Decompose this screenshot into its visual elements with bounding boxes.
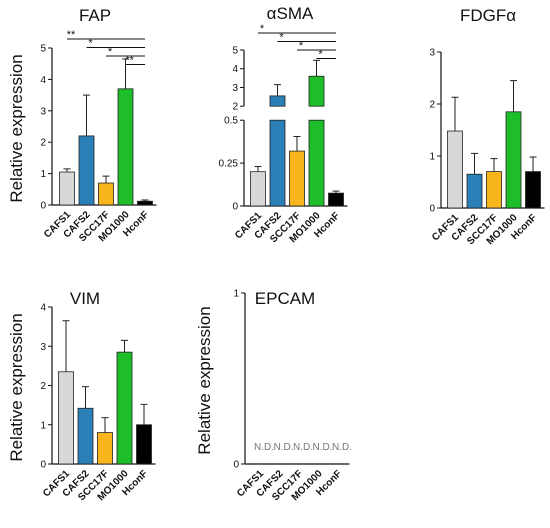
bar (269, 119, 286, 207)
chart-title: FDGFα (460, 6, 516, 25)
y-tick-label: 2 (40, 138, 46, 149)
bar (289, 150, 305, 207)
bar (269, 95, 286, 107)
bar (308, 75, 325, 107)
value-label: N.D. (274, 442, 294, 453)
bar (77, 407, 94, 465)
y-axis-label: Relative expression (7, 313, 26, 461)
bar (486, 171, 502, 209)
y-tick-label: 3 (40, 106, 46, 117)
bar (97, 432, 113, 465)
y-tick-label: 1 (429, 152, 435, 163)
significance-label: ** (67, 29, 76, 41)
bar (328, 192, 344, 207)
y-tick-label: 0 (233, 460, 239, 471)
bar (466, 173, 483, 209)
significance-label: ** (125, 55, 134, 67)
y-tick-label: 1 (40, 420, 46, 431)
bar (136, 424, 152, 465)
y-tick-label: 4 (232, 64, 238, 75)
y-tick-label: 1 (40, 169, 46, 180)
bar (116, 351, 133, 465)
value-label: N.D. (254, 442, 274, 453)
chart-title: αSMA (267, 4, 314, 23)
y-tick-label: 0.5 (224, 116, 238, 127)
y-tick-label: 0.25 (219, 159, 239, 170)
axis-break-gap (245, 107, 349, 120)
y-tick-label: 4 (40, 75, 46, 86)
bar (525, 171, 541, 209)
y-tick-label: 1 (233, 289, 239, 300)
y-tick-label: 0 (40, 460, 46, 471)
significance-label: * (299, 40, 304, 52)
y-tick-label: 3 (429, 48, 435, 59)
bar (117, 88, 134, 206)
significance-label: * (108, 46, 113, 58)
value-label: N.D. (293, 442, 313, 453)
significance-label: * (260, 23, 265, 35)
y-axis-label: Relative expression (195, 306, 214, 454)
bar (59, 171, 75, 206)
value-label: N.D. (332, 442, 352, 453)
y-tick-label: 4 (40, 303, 46, 314)
y-tick-label: 2 (429, 100, 435, 111)
y-tick-label: 0 (40, 201, 46, 212)
chart-title: EPCAM (255, 289, 315, 308)
significance-label: * (88, 38, 93, 50)
value-label: N.D. (313, 442, 333, 453)
y-tick-label: 5 (232, 46, 238, 57)
y-tick-label: 3 (40, 342, 46, 353)
y-tick-label: 2 (40, 381, 46, 392)
y-tick-label: 3 (232, 83, 238, 94)
bar (250, 171, 266, 207)
bar (58, 371, 74, 465)
bar (308, 119, 325, 207)
bar (98, 182, 114, 206)
y-axis-label: Relative expression (7, 54, 26, 202)
bar (505, 111, 522, 209)
chart-title: FAP (79, 6, 111, 25)
y-tick-label: 2 (232, 102, 238, 113)
significance-label: * (318, 49, 323, 61)
bar (78, 135, 95, 206)
y-tick-label: 0 (232, 202, 238, 213)
y-tick-label: 5 (40, 44, 46, 55)
bar (447, 130, 463, 209)
chart-1: αSMA00.250.52345CAFS1CAFS2SCC17FMO1000Hc… (219, 4, 349, 245)
chart-title: VIM (70, 289, 100, 308)
significance-label: * (279, 32, 284, 44)
y-tick-label: 0 (429, 204, 435, 215)
bar (137, 200, 153, 206)
